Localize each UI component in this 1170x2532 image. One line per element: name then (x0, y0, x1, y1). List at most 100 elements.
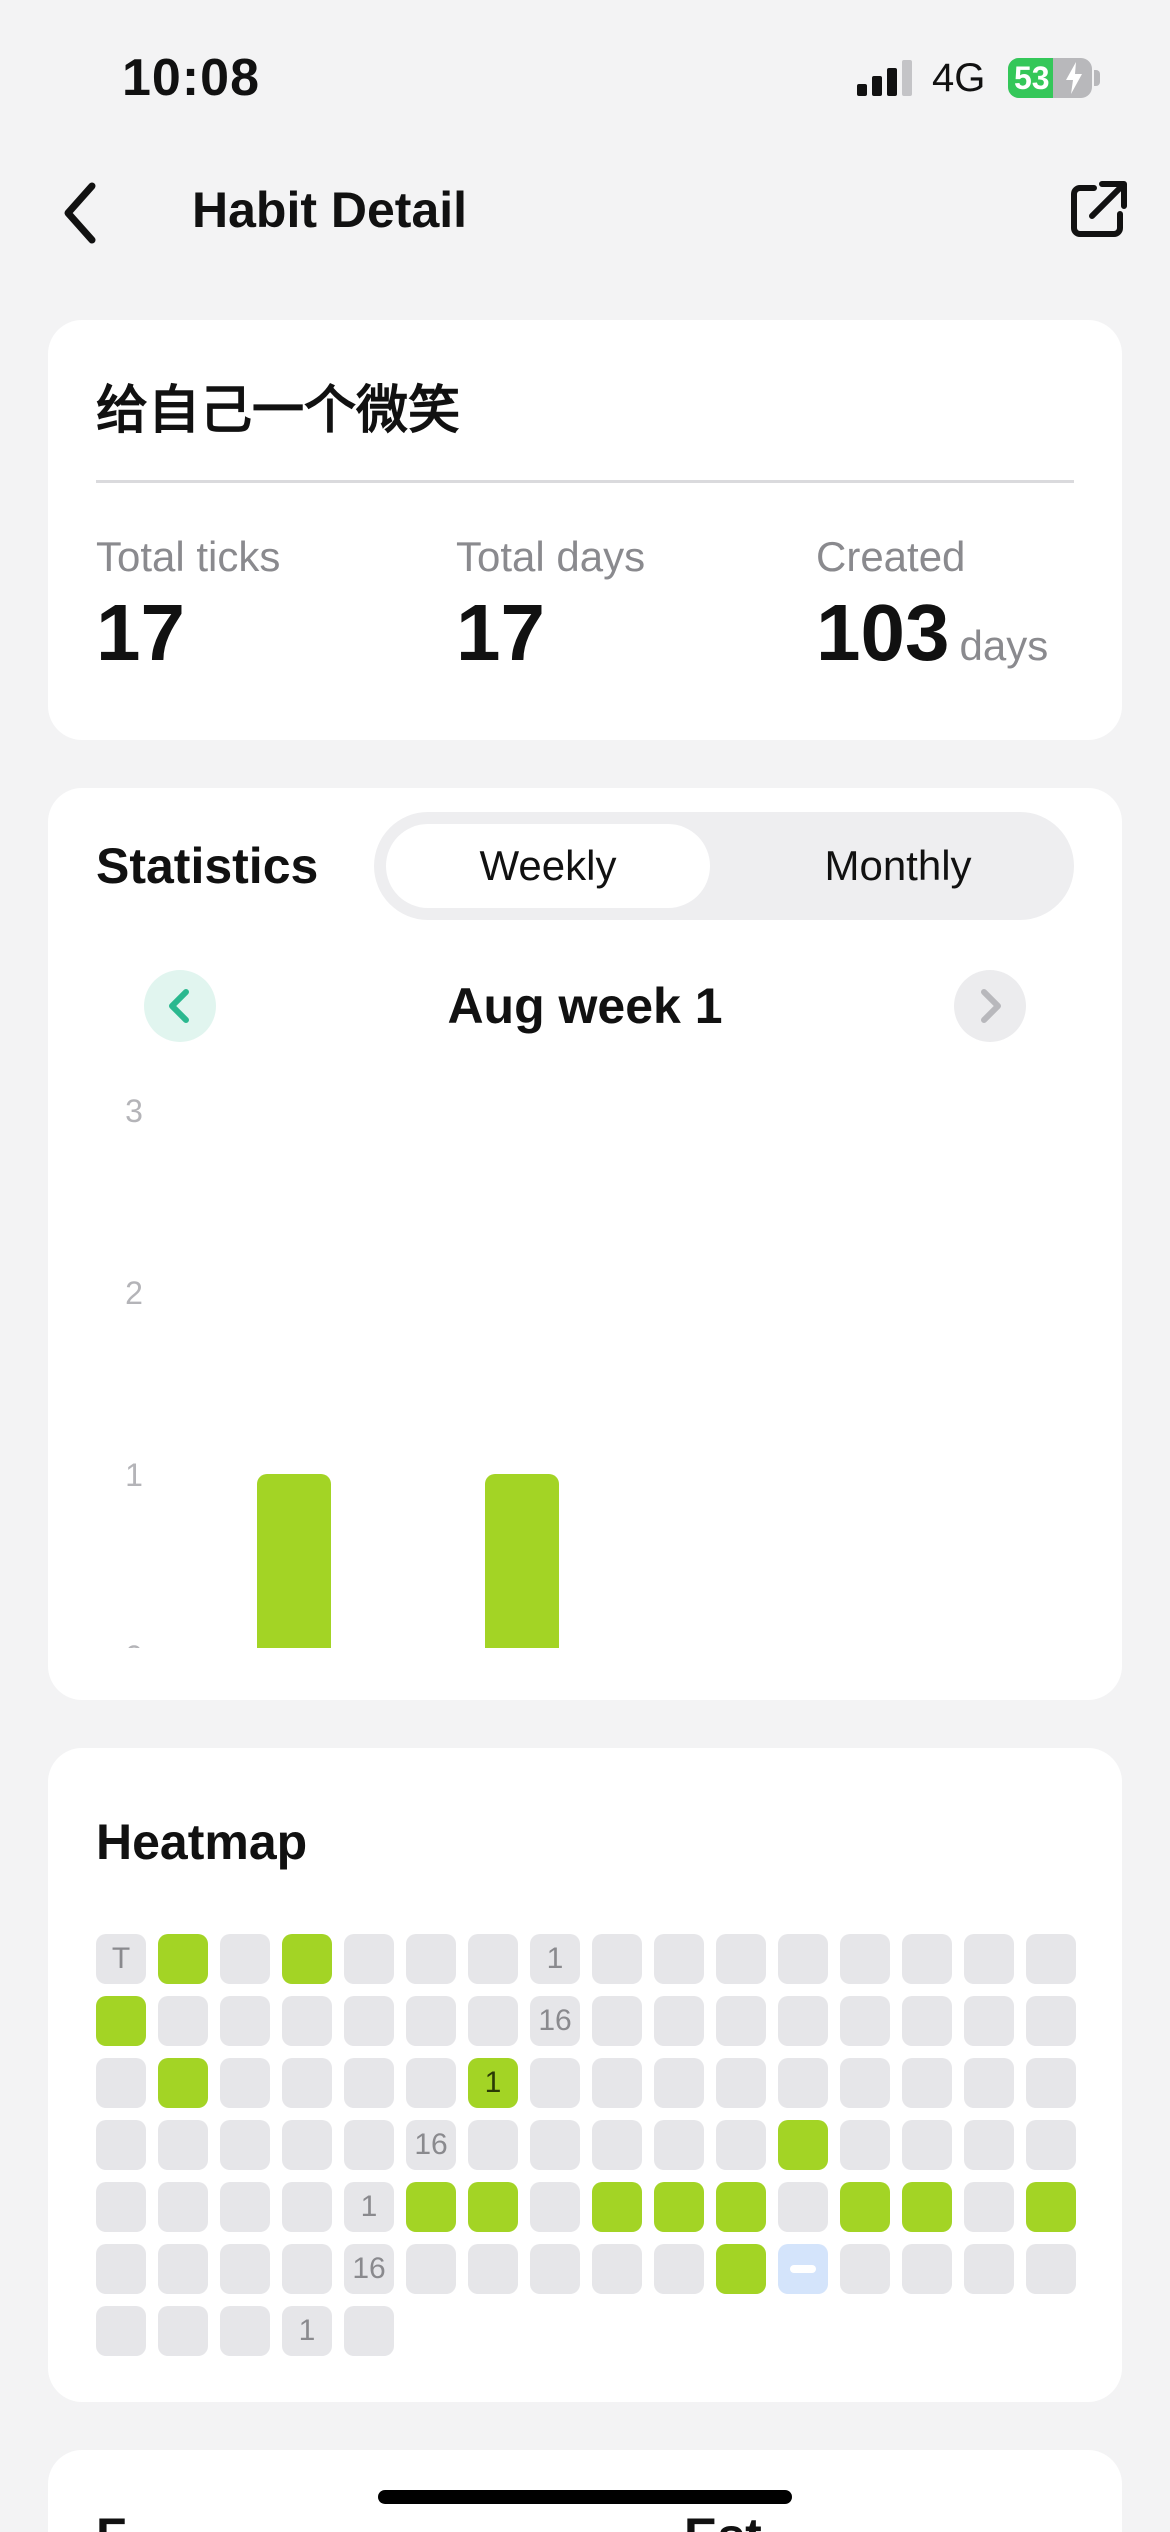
heatmap-cell[interactable] (406, 2244, 456, 2294)
heatmap-cell[interactable] (902, 1996, 952, 2046)
heatmap-cell[interactable] (220, 1996, 270, 2046)
heatmap-cell[interactable] (220, 1934, 270, 1984)
heatmap-cell[interactable] (158, 2306, 208, 2356)
heatmap-cell[interactable]: 16 (530, 1996, 580, 2046)
heatmap-cell[interactable] (468, 2120, 518, 2170)
heatmap-cell[interactable] (1026, 2182, 1076, 2232)
heatmap-cell[interactable] (840, 2058, 890, 2108)
heatmap-cell[interactable]: 16 (344, 2244, 394, 2294)
heatmap-cell[interactable] (716, 2120, 766, 2170)
heatmap-cell[interactable] (344, 1996, 394, 2046)
heatmap-cell[interactable] (158, 2244, 208, 2294)
heatmap-cell[interactable] (96, 2244, 146, 2294)
heatmap-cell[interactable] (840, 1996, 890, 2046)
heatmap-cell[interactable] (468, 2182, 518, 2232)
tab-monthly[interactable]: Monthly (824, 842, 972, 889)
heatmap-cell[interactable] (406, 2182, 456, 2232)
heatmap-cell[interactable] (902, 1934, 952, 1984)
heatmap-cell[interactable] (716, 2244, 766, 2294)
heatmap-cell[interactable] (158, 2058, 208, 2108)
heatmap-cell[interactable] (654, 2182, 704, 2232)
heatmap-cell[interactable] (406, 2058, 456, 2108)
heatmap-cell[interactable] (530, 2244, 580, 2294)
heatmap-cell[interactable] (654, 2244, 704, 2294)
heatmap-cell[interactable] (1026, 2058, 1076, 2108)
heatmap-cell[interactable] (220, 2244, 270, 2294)
heatmap-cell[interactable] (964, 1934, 1014, 1984)
heatmap-cell[interactable]: 1 (468, 2058, 518, 2108)
heatmap-cell[interactable] (282, 2244, 332, 2294)
heatmap-cell[interactable] (530, 2120, 580, 2170)
heatmap-cell[interactable] (592, 2182, 642, 2232)
heatmap-cell[interactable] (592, 2058, 642, 2108)
heatmap-cell[interactable] (592, 2244, 642, 2294)
heatmap-cell[interactable] (654, 2058, 704, 2108)
home-indicator[interactable] (378, 2490, 792, 2504)
heatmap-cell[interactable] (344, 1934, 394, 1984)
heatmap-cell[interactable] (282, 1934, 332, 1984)
heatmap-cell[interactable] (840, 2182, 890, 2232)
heatmap-cell[interactable] (592, 1996, 642, 2046)
heatmap-cell[interactable] (964, 2058, 1014, 2108)
heatmap-cell[interactable] (902, 2058, 952, 2108)
previous-week-button[interactable] (144, 970, 216, 1042)
heatmap-cell[interactable] (778, 1996, 828, 2046)
heatmap-cell[interactable] (96, 2306, 146, 2356)
heatmap-cell[interactable] (406, 1934, 456, 1984)
heatmap-cell[interactable] (96, 2058, 146, 2108)
heatmap-cell[interactable] (716, 1934, 766, 1984)
next-week-button[interactable] (954, 970, 1026, 1042)
heatmap-cell[interactable] (220, 2182, 270, 2232)
heatmap-cell[interactable] (1026, 2120, 1076, 2170)
heatmap-cell[interactable] (778, 2244, 828, 2294)
heatmap-cell[interactable] (778, 2120, 828, 2170)
heatmap-cell[interactable] (840, 1934, 890, 1984)
heatmap-cell[interactable] (654, 2120, 704, 2170)
heatmap-cell[interactable] (716, 2058, 766, 2108)
heatmap-cell[interactable] (96, 2182, 146, 2232)
heatmap-cell[interactable] (220, 2058, 270, 2108)
heatmap-cell[interactable] (902, 2244, 952, 2294)
share-icon[interactable] (1068, 176, 1128, 240)
heatmap-cell[interactable] (964, 2120, 1014, 2170)
heatmap-cell[interactable]: 1 (282, 2306, 332, 2356)
heatmap-cell[interactable] (716, 1996, 766, 2046)
heatmap-cell[interactable] (220, 2120, 270, 2170)
heatmap-cell[interactable] (902, 2182, 952, 2232)
heatmap-cell[interactable] (592, 2120, 642, 2170)
heatmap-cell[interactable] (778, 2058, 828, 2108)
heatmap-cell[interactable] (716, 2182, 766, 2232)
heatmap-cell[interactable] (96, 2120, 146, 2170)
heatmap-cell[interactable] (468, 2244, 518, 2294)
heatmap-cell[interactable] (406, 1996, 456, 2046)
heatmap-cell[interactable] (654, 1996, 704, 2046)
heatmap-cell[interactable] (964, 1996, 1014, 2046)
heatmap-cell[interactable]: 1 (530, 1934, 580, 1984)
heatmap-cell[interactable] (158, 1996, 208, 2046)
heatmap-cell[interactable] (778, 2182, 828, 2232)
heatmap-cell[interactable] (96, 1996, 146, 2046)
heatmap-cell[interactable] (220, 2306, 270, 2356)
heatmap-cell[interactable] (1026, 2244, 1076, 2294)
heatmap-cell[interactable] (530, 2058, 580, 2108)
heatmap-cell[interactable] (158, 2182, 208, 2232)
heatmap-cell[interactable]: 1 (344, 2182, 394, 2232)
heatmap-cell[interactable] (530, 2182, 580, 2232)
tab-weekly[interactable]: Weekly (386, 824, 710, 908)
heatmap-cell[interactable] (1026, 1934, 1076, 1984)
heatmap-cell[interactable] (778, 1934, 828, 1984)
heatmap-cell[interactable] (344, 2058, 394, 2108)
heatmap-cell[interactable]: 16 (406, 2120, 456, 2170)
heatmap-cell[interactable] (158, 1934, 208, 1984)
heatmap-cell[interactable]: T (96, 1934, 146, 1984)
heatmap-cell[interactable] (282, 2120, 332, 2170)
back-icon[interactable] (56, 178, 116, 248)
heatmap-cell[interactable] (158, 2120, 208, 2170)
heatmap-cell[interactable] (964, 2244, 1014, 2294)
heatmap-cell[interactable] (282, 2182, 332, 2232)
heatmap-cell[interactable] (654, 1934, 704, 1984)
heatmap-cell[interactable] (964, 2182, 1014, 2232)
heatmap-cell[interactable] (840, 2244, 890, 2294)
heatmap-cell[interactable] (282, 1996, 332, 2046)
heatmap-cell[interactable] (592, 1934, 642, 1984)
